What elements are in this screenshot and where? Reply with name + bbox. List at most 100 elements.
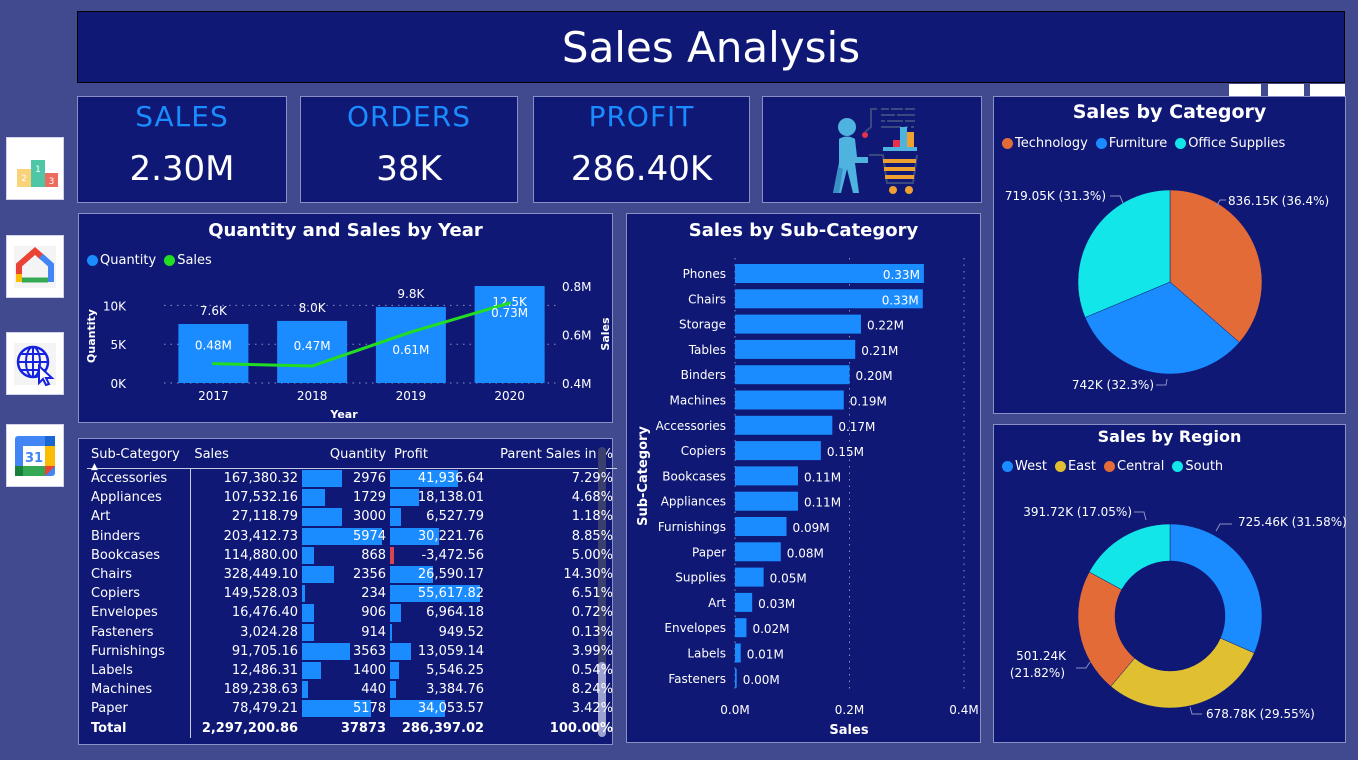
sales-point[interactable] (508, 301, 512, 305)
y-axis-title: Sub-Category (636, 426, 651, 526)
sales-line[interactable] (213, 301, 511, 368)
sales-bar[interactable] (735, 592, 753, 612)
bar-data-label: 0.03M (758, 597, 795, 611)
sales-bar[interactable] (735, 264, 924, 283)
sales-bar[interactable] (735, 668, 737, 688)
sales-bar[interactable] (735, 491, 798, 511)
legend-item-technology[interactable]: Technology (1002, 136, 1088, 151)
cell-total-pct: 100.00% (549, 720, 613, 736)
cell-total-quantity: 37873 (340, 720, 387, 736)
sales-point[interactable] (310, 364, 314, 368)
sales-point[interactable] (409, 330, 413, 334)
quantity-databar (302, 546, 314, 564)
legend-item-office-supplies[interactable]: Office Supplies (1175, 136, 1285, 151)
cell-parent-sales-pct: 6.51% (571, 586, 613, 602)
sales-point[interactable] (211, 362, 215, 366)
cell-parent-sales-pct: 14.30% (563, 567, 613, 583)
cell-sub-category: Accessories (87, 468, 191, 489)
column-header-parent-sales-pct[interactable]: Parent Sales in % (488, 445, 617, 469)
cell-quantity: 3563 (302, 642, 390, 661)
x-tick-label: 0.2M (835, 703, 864, 717)
sales-by-category-chart: Sales by Category Technology Furniture Off… (993, 96, 1346, 414)
table-row[interactable]: Appliances 107,532.16 1729 18,138.01 4.68% (87, 488, 617, 508)
legend-item-furniture[interactable]: Furniture (1095, 136, 1167, 151)
page-nav-button-3[interactable] (1310, 84, 1345, 96)
table-row[interactable]: Labels 12,486.31 1400 5,546.25 0.54% (87, 660, 617, 681)
y-tick-label: Paper (692, 545, 726, 559)
legend-item-quantity[interactable]: Quantity (87, 253, 156, 268)
cell-sub-category: Bookcases (87, 545, 191, 565)
y-tick-label: Appliances (661, 495, 726, 509)
donut-slice-east[interactable] (1110, 637, 1255, 709)
table-row[interactable]: Binders 203,412.73 5974 30,221.76 8.85% (87, 526, 617, 546)
chart-title: Sales by Sub-Category (688, 220, 919, 241)
legend-item-central[interactable]: Central (1104, 459, 1164, 474)
cell-profit: 26,590.17 (390, 565, 488, 584)
y2-axis-title: Sales (599, 317, 612, 351)
sidebar-item-ranking[interactable]: 2 1 3 (6, 137, 64, 200)
quantity-bar[interactable] (277, 320, 348, 383)
column-header-sub-category[interactable]: Sub-Category ▲ (87, 445, 191, 472)
pie-slice-technology[interactable] (1169, 189, 1263, 343)
table-row[interactable]: Chairs 328,449.10 2356 26,590.17 14.30% (87, 564, 617, 585)
legend-item-west[interactable]: West (1002, 459, 1047, 474)
table-row[interactable]: Machines 189,238.63 440 3,384.76 8.24% (87, 680, 617, 700)
sales-bar[interactable] (735, 415, 833, 435)
sales-bar[interactable] (735, 643, 741, 663)
pie-slice-furniture[interactable] (1084, 281, 1240, 375)
cell-sub-category: Appliances (87, 488, 191, 508)
page-nav-button-1[interactable] (1229, 84, 1261, 96)
donut-slice-west[interactable] (1169, 523, 1263, 654)
quantity-bar[interactable] (375, 306, 446, 383)
donut-chart-plot: 725.46K (31.58%) 678.78K (29.55%) 501.24K (… (1010, 505, 1347, 721)
profit-databar (390, 565, 434, 584)
scrollbar-thumb[interactable] (598, 662, 606, 737)
cell-sub-category: Machines (87, 680, 191, 700)
quantity-bar[interactable] (178, 324, 249, 383)
sales-bar[interactable] (735, 618, 747, 638)
table-row[interactable]: Art 27,118.79 3000 6,527.79 1.18% (87, 507, 617, 527)
legend-item-east[interactable]: East (1054, 459, 1096, 474)
sales-bar[interactable] (735, 441, 821, 461)
sales-bar[interactable] (735, 365, 850, 385)
cell-parent-sales-pct: 4.68% (571, 490, 613, 506)
y-tick-label: Envelopes (664, 621, 726, 635)
leader-line (1189, 706, 1202, 715)
profit-databar (390, 489, 420, 507)
table-row[interactable]: Paper 78,479.21 5178 34,053.57 3.42% (87, 699, 617, 719)
table-vertical-scrollbar[interactable] (598, 447, 606, 737)
sales-bar[interactable] (735, 390, 844, 410)
table-row[interactable]: Accessories 167,380.32 2976 41,936.64 7.29% (87, 468, 617, 489)
legend-item-south[interactable]: South (1172, 459, 1223, 474)
table-row[interactable]: Bookcases 114,880.00 868 -3,472.56 5.00% (87, 545, 617, 565)
pie-slice-office-supplies[interactable] (1077, 189, 1171, 318)
slice-data-label: 719.05K (31.3%) (1005, 189, 1106, 203)
sidebar-item-web[interactable] (6, 332, 64, 395)
table-row[interactable]: Furnishings 91,705.16 3563 13,059.14 3.99% (87, 641, 617, 661)
sales-bar[interactable] (735, 289, 923, 309)
sales-bar[interactable] (735, 567, 764, 587)
column-header-profit[interactable]: Profit (390, 445, 489, 469)
sidebar-item-calendar[interactable]: 31 (6, 424, 64, 487)
web-globe-cursor-icon (14, 342, 56, 386)
cell-parent-sales-pct: 8.85% (571, 528, 613, 544)
sales-bar[interactable] (735, 466, 798, 486)
column-header-quantity[interactable]: Quantity (302, 445, 391, 469)
column-header-sales[interactable]: Sales (190, 445, 303, 469)
cell-sales: 78,479.21 (231, 701, 299, 717)
quantity-databar (302, 681, 308, 699)
legend-item-sales[interactable]: Sales (164, 253, 212, 268)
table-row[interactable]: Fasteners 3,024.28 914 949.52 0.13% (87, 622, 617, 642)
sidebar-item-home[interactable] (6, 235, 64, 298)
bar-data-label: 0.33M (882, 293, 919, 307)
donut-slice-south[interactable] (1088, 523, 1171, 591)
table-row[interactable]: Copiers 149,528.03 234 55,617.82 6.51% (87, 584, 617, 604)
bar-data-label: 0.09M (793, 521, 830, 535)
cell-quantity: 5974 (302, 527, 390, 546)
table-row[interactable]: Envelopes 16,476.40 906 6,964.18 0.72% (87, 603, 617, 623)
sales-bar[interactable] (735, 339, 856, 359)
sales-bar[interactable] (735, 542, 781, 562)
sales-bar[interactable] (735, 517, 787, 536)
page-nav-button-2[interactable] (1268, 84, 1304, 96)
sales-bar[interactable] (735, 314, 861, 334)
